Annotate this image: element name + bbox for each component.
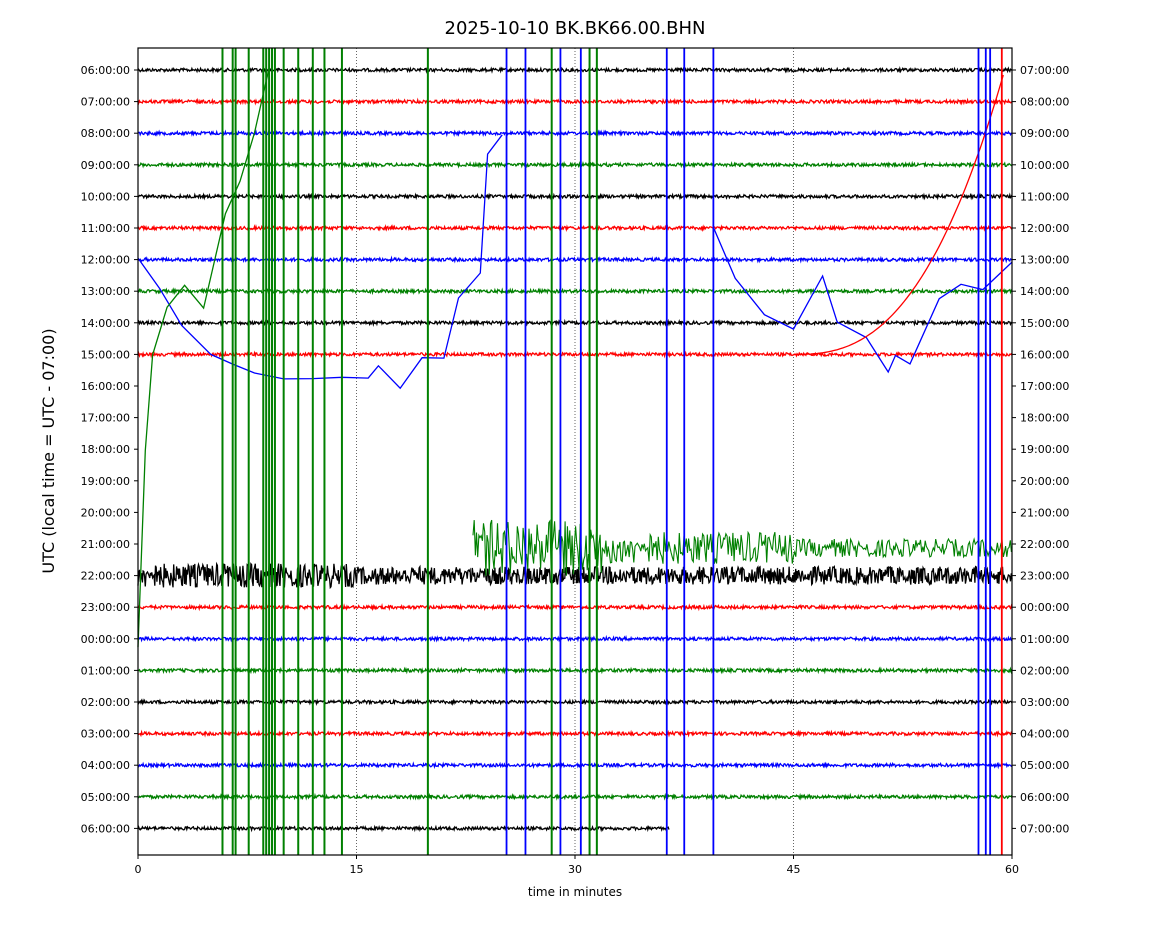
right-tick-label: 21:00:00 xyxy=(1020,506,1069,519)
left-tick-label: 02:00:00 xyxy=(81,696,130,709)
right-tick-label: 00:00:00 xyxy=(1020,601,1069,614)
x-tick-label: 15 xyxy=(350,863,364,876)
left-tick-label: 06:00:00 xyxy=(81,822,130,835)
right-tick-label: 19:00:00 xyxy=(1020,443,1069,456)
right-tick-label: 08:00:00 xyxy=(1020,96,1069,109)
left-tick-label: 21:00:00 xyxy=(81,538,130,551)
right-tick-label: 23:00:00 xyxy=(1020,570,1069,583)
x-tick-label: 30 xyxy=(568,863,582,876)
left-tick-label: 22:00:00 xyxy=(81,570,130,583)
right-tick-label: 03:00:00 xyxy=(1020,696,1069,709)
right-tick-label: 09:00:00 xyxy=(1020,127,1069,140)
right-tick-label: 07:00:00 xyxy=(1020,822,1069,835)
right-tick-label: 14:00:00 xyxy=(1020,285,1069,298)
right-tick-label: 01:00:00 xyxy=(1020,633,1069,646)
right-tick-label: 04:00:00 xyxy=(1020,728,1069,741)
left-tick-label: 23:00:00 xyxy=(81,601,130,614)
right-tick-label: 10:00:00 xyxy=(1020,159,1069,172)
right-tick-label: 02:00:00 xyxy=(1020,664,1069,677)
right-tick-label: 15:00:00 xyxy=(1020,317,1069,330)
left-tick-label: 14:00:00 xyxy=(81,317,130,330)
right-tick-label: 17:00:00 xyxy=(1020,380,1069,393)
left-tick-label: 05:00:00 xyxy=(81,791,130,804)
x-ticks: 0 15 30 45 60 xyxy=(135,855,1019,876)
left-tick-label: 18:00:00 xyxy=(81,443,130,456)
right-tick-label: 12:00:00 xyxy=(1020,222,1069,235)
left-tick-label: 16:00:00 xyxy=(81,380,130,393)
right-tick-label: 11:00:00 xyxy=(1020,190,1069,203)
right-tick-label: 22:00:00 xyxy=(1020,538,1069,551)
right-tick-label: 18:00:00 xyxy=(1020,412,1069,425)
y-axis-label: UTC (local time = UTC - 07:00) xyxy=(39,328,58,573)
left-tick-label: 04:00:00 xyxy=(81,759,130,772)
grid-lines xyxy=(356,48,794,855)
left-tick-label: 00:00:00 xyxy=(81,633,130,646)
left-tick-label: 20:00:00 xyxy=(81,506,130,519)
green-burst-trace xyxy=(472,519,1012,576)
x-axis-label: time in minutes xyxy=(528,885,622,899)
left-tick-label: 11:00:00 xyxy=(81,222,130,235)
left-tick-label: 15:00:00 xyxy=(81,348,130,361)
green-drift-trace xyxy=(137,68,270,648)
left-tick-label: 06:00:00 xyxy=(81,64,130,77)
left-tick-label: 17:00:00 xyxy=(81,412,130,425)
left-tick-label: 10:00:00 xyxy=(81,190,130,203)
blue-wander-trace xyxy=(137,134,503,390)
right-tick-label: 05:00:00 xyxy=(1020,759,1069,772)
blue-wander-trace xyxy=(712,227,1013,374)
left-tick-label: 07:00:00 xyxy=(81,96,130,109)
spike-lines xyxy=(221,48,1003,855)
x-tick-label: 0 xyxy=(135,863,142,876)
right-tick-label: 20:00:00 xyxy=(1020,475,1069,488)
left-tick-label: 13:00:00 xyxy=(81,285,130,298)
right-tick-label: 13:00:00 xyxy=(1020,254,1069,267)
right-y-ticks: 07:00:00 08:00:00 09:00:00 10:00:00 11:00:00… xyxy=(1012,64,1069,835)
left-tick-label: 09:00:00 xyxy=(81,159,130,172)
left-tick-label: 03:00:00 xyxy=(81,728,130,741)
left-tick-label: 19:00:00 xyxy=(81,475,130,488)
left-tick-label: 01:00:00 xyxy=(81,664,130,677)
chart-title: 2025-10-10 BK.BK66.00.BHN xyxy=(445,18,706,39)
right-tick-label: 06:00:00 xyxy=(1020,791,1069,804)
left-tick-label: 12:00:00 xyxy=(81,254,130,267)
right-tick-label: 16:00:00 xyxy=(1020,348,1069,361)
red-rising-trace xyxy=(793,74,1004,356)
x-tick-label: 60 xyxy=(1005,863,1019,876)
right-tick-label: 07:00:00 xyxy=(1020,64,1069,77)
left-tick-label: 08:00:00 xyxy=(81,127,130,140)
left-y-ticks: 06:00:00 07:00:00 08:00:00 09:00:00 10:00:00… xyxy=(81,64,138,835)
x-tick-label: 45 xyxy=(787,863,801,876)
